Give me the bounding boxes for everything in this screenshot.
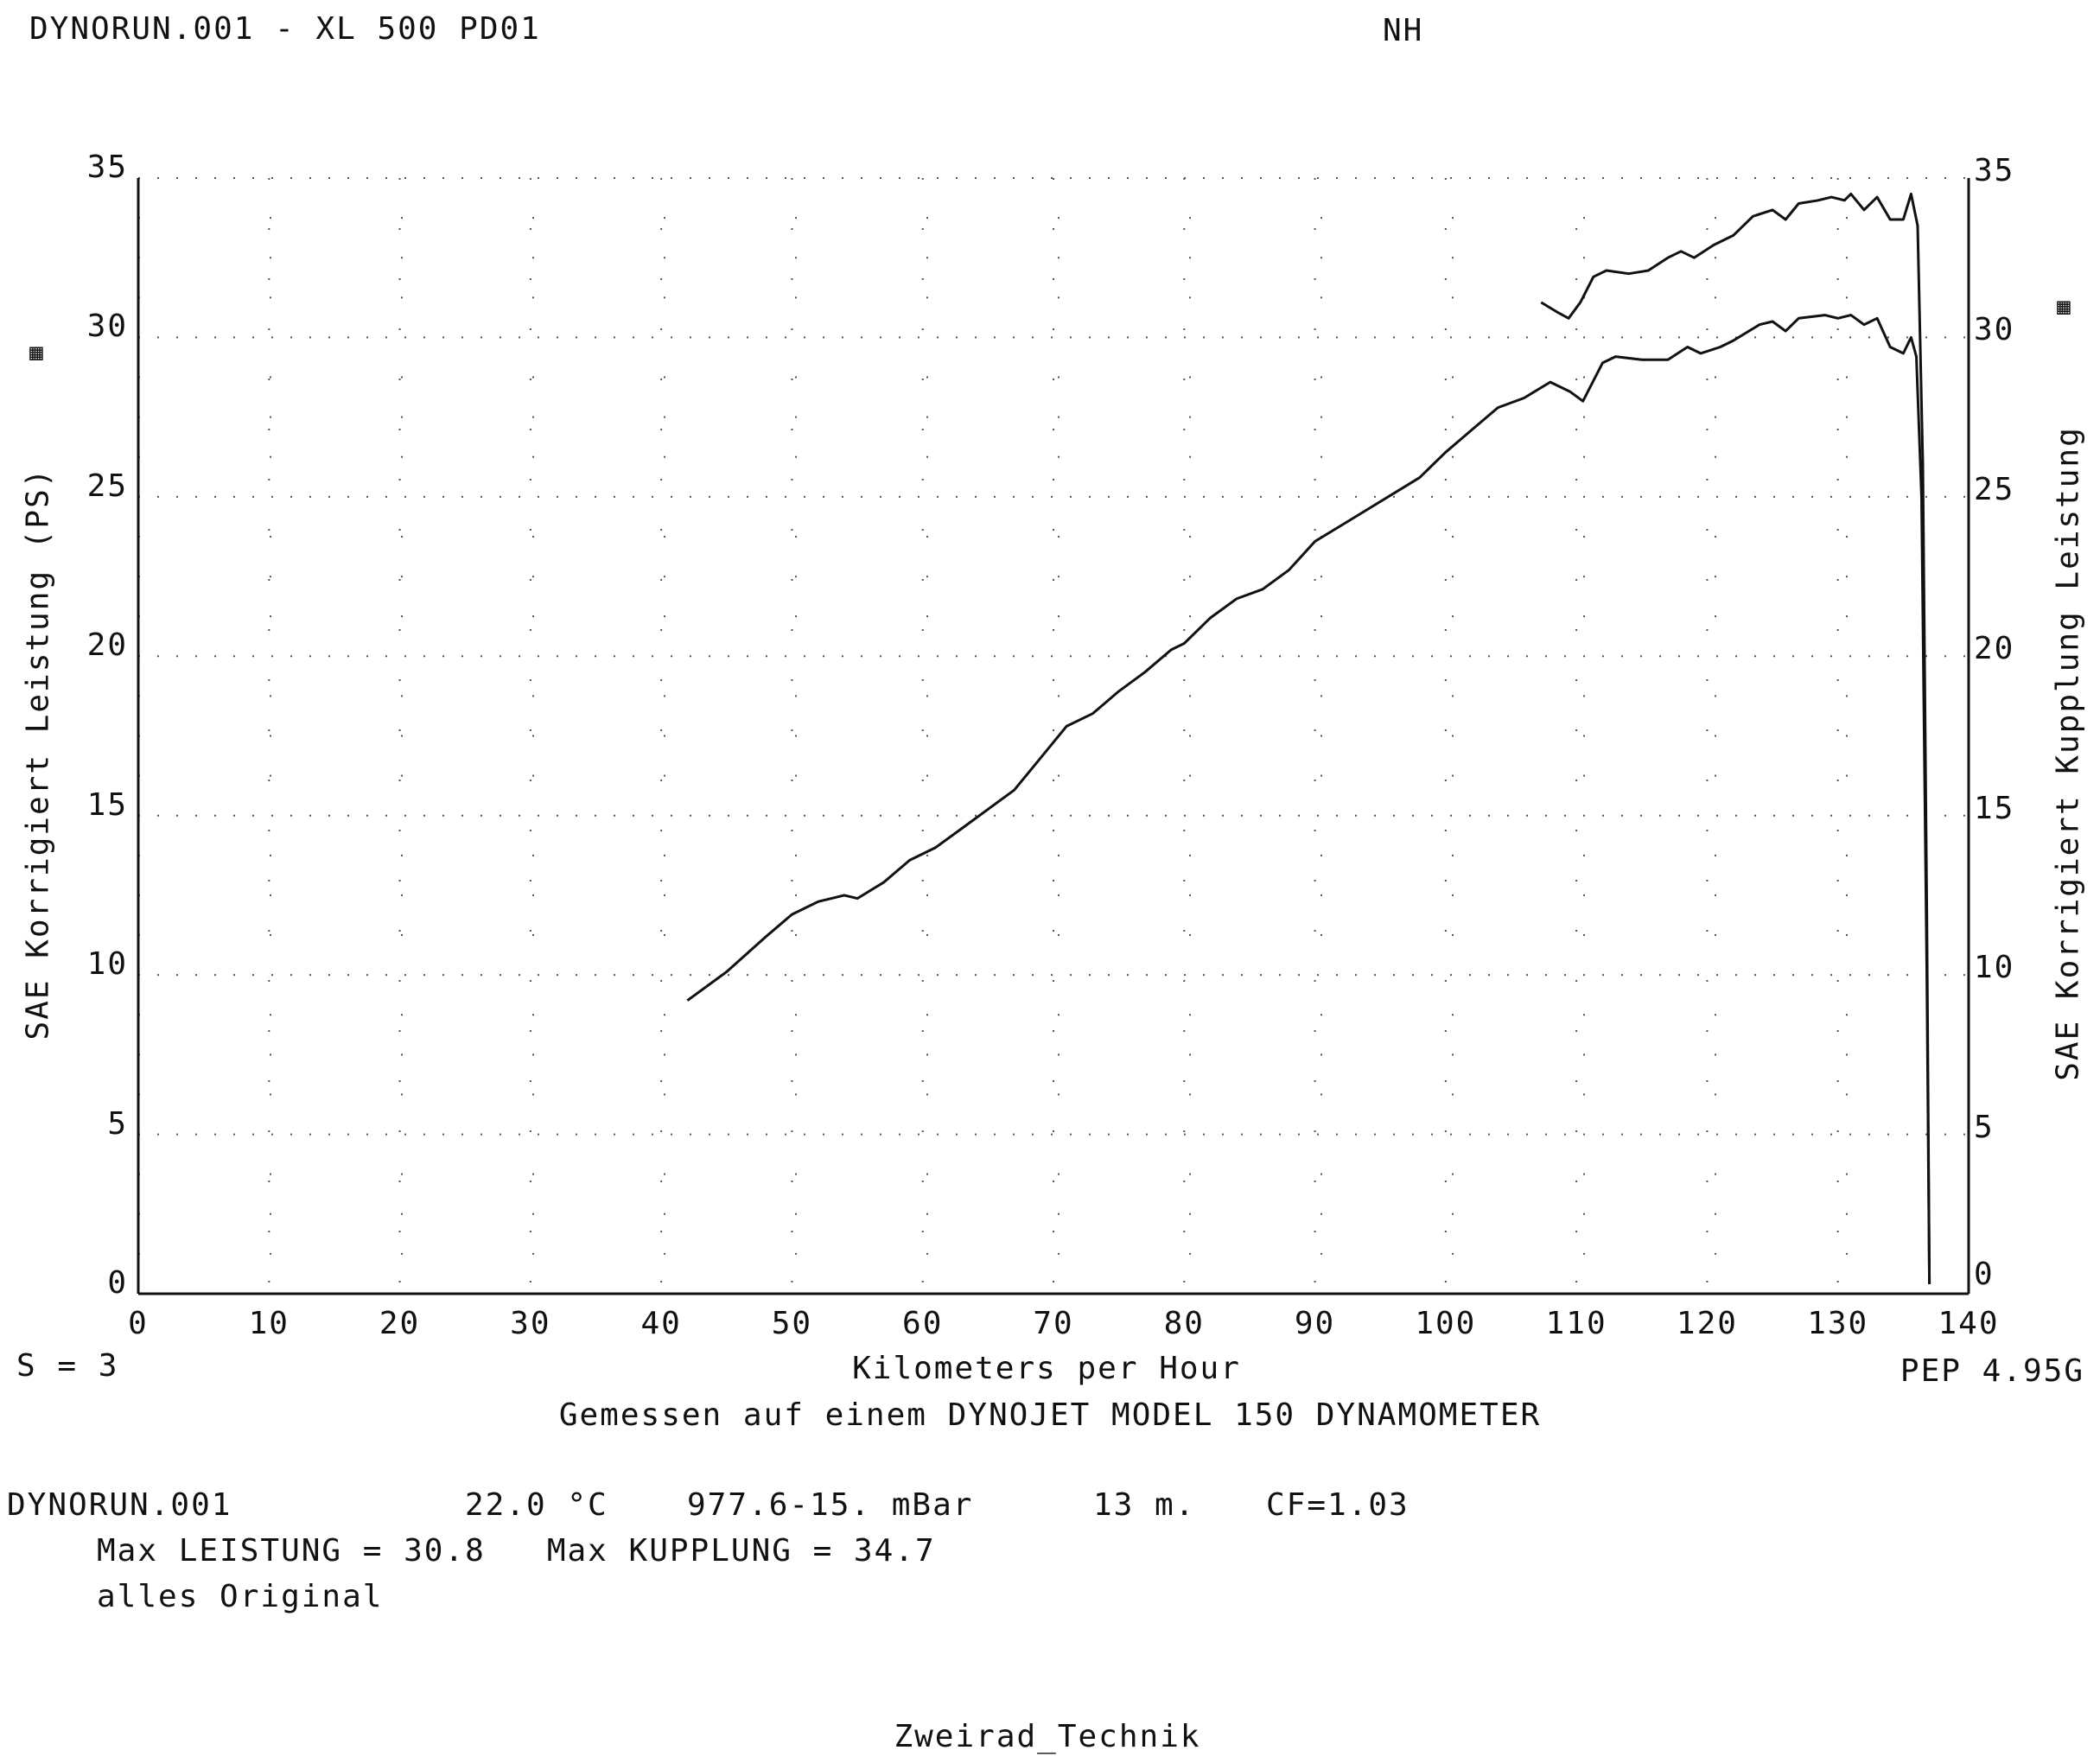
pressure: 977.6-15. mBar [687, 1487, 974, 1523]
x-tick-label: 100 [1415, 1306, 1477, 1341]
correction-factor: CF=1.03 [1266, 1487, 1410, 1523]
operator-initials: NH [1383, 13, 1424, 48]
series-line-leistung [686, 314, 1931, 1284]
grid-legend-icon-left: ▦ [29, 340, 43, 366]
x-tick-label: 40 [640, 1306, 682, 1341]
y-axis-label-right: SAE Korrigiert Kupplung Leistung [2050, 426, 2086, 1081]
y-tick-label: 10 [86, 946, 128, 983]
y-tick-label: 5 [107, 1105, 128, 1142]
run-comment: alles Original [97, 1579, 384, 1614]
grid [138, 177, 1969, 1294]
dyno-note: Gemessen auf einem DYNOJET MODEL 150 DYN… [558, 1397, 1542, 1433]
y-tick-label-right: 15 [1974, 790, 2015, 826]
x-tick-label: 120 [1676, 1306, 1738, 1341]
y-tick-label: 15 [86, 786, 128, 823]
max-values: Max LEISTUNG = 30.8 Max KUPPLUNG = 34.7 [97, 1533, 936, 1569]
y-tick-label: 35 [86, 150, 128, 185]
y-tick-label: 0 [107, 1265, 128, 1301]
temperature: 22.0 °C [465, 1487, 608, 1523]
x-tick-label: 70 [1033, 1306, 1074, 1341]
grid-legend-icon-right: ▦ [2057, 294, 2071, 320]
x-tick-label: 50 [771, 1306, 813, 1341]
x-tick-label: 30 [510, 1306, 551, 1341]
run-file: DYNORUN.001 [7, 1487, 232, 1523]
y-tick-label: 20 [86, 627, 128, 664]
x-tick-label: 140 [1938, 1306, 2000, 1341]
chart-title: DYNORUN.001 - XL 500 PD01 [29, 11, 541, 47]
y-tick-label-right: 30 [1974, 312, 2015, 348]
series-group [686, 192, 1931, 1284]
y-tick-label: 25 [86, 468, 128, 504]
y-tick-label-right: 10 [1974, 950, 2015, 986]
signature: Zweirad_Technik [894, 1719, 1201, 1754]
y-tick-label-right: 0 [1974, 1257, 1995, 1292]
y-tick-label-right: 20 [1974, 631, 2015, 667]
x-tick-label: 90 [1294, 1306, 1336, 1341]
y-tick-label: 30 [86, 309, 128, 345]
x-tick-label: 60 [902, 1306, 944, 1341]
x-tick-label: 20 [379, 1306, 421, 1341]
version-label: PEP 4.95G [1900, 1353, 2084, 1389]
altitude: 13 m. [1093, 1487, 1196, 1523]
series-line-kupplung [1540, 192, 1931, 1284]
smoothing-label: S = 3 [16, 1348, 119, 1384]
y-tick-label-right: 35 [1974, 153, 2015, 188]
x-tick-label: 10 [248, 1306, 290, 1341]
y-tick-label-right: 25 [1974, 471, 2015, 507]
x-axis-label: Kilometers per Hour [852, 1351, 1241, 1386]
x-tick-label: 80 [1163, 1306, 1205, 1341]
y-axis-label: SAE Korrigiert Leistung (PS) [20, 467, 56, 1041]
x-tick-label: 0 [128, 1306, 149, 1341]
x-tick-label: 130 [1807, 1306, 1869, 1341]
y-tick-label-right: 5 [1974, 1109, 1995, 1145]
x-tick-label: 110 [1545, 1306, 1607, 1341]
